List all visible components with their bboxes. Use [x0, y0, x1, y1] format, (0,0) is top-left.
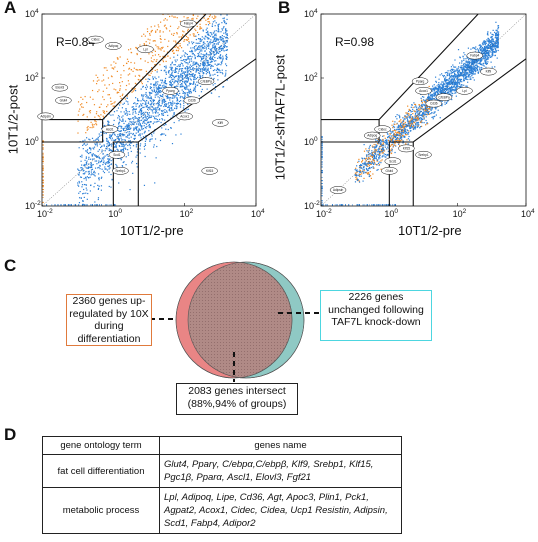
gene-label-ellipse: Klf9	[480, 67, 497, 76]
gene-ontology-table: gene ontology term genes name fat cell d…	[42, 436, 402, 534]
gene-label-ellipse: Scd1	[384, 157, 401, 166]
gene-label-ellipse: Glut4	[55, 96, 72, 105]
gene-label-ellipse: Cidec	[374, 125, 391, 134]
table-row: metabolic process Lpl, Adipoq, Lipe, Cd3…	[42, 487, 402, 534]
svg-text:Acox1: Acox1	[180, 115, 189, 119]
header-term: gene ontology term	[42, 436, 160, 455]
gene-label-ellipse: Adipsin	[37, 112, 54, 121]
gene-label-ellipse: Fabp4	[179, 19, 197, 28]
gene-label-ellipse: C/EBPa	[197, 77, 215, 86]
x-tick-label: 10-2	[316, 208, 332, 219]
svg-text:Adipoq: Adipoq	[108, 44, 118, 48]
intersect-box: 2083 genes intersect (88%,94% of groups)	[176, 383, 298, 415]
x-tick-label: 104	[521, 208, 535, 219]
y-tick-label: 102	[25, 72, 39, 83]
term-cell: metabolic process	[42, 487, 160, 534]
gene-label-ellipse: Scd1	[108, 150, 126, 159]
svg-text:Fabp4: Fabp4	[184, 22, 193, 26]
svg-text:Glut4: Glut4	[60, 99, 68, 103]
panel-b-ylabel: 10T1/2-shTAF7L-post	[272, 54, 288, 181]
gene-label-ellipse: Acox1	[176, 112, 193, 121]
gene-label-ellipse: Klf15	[398, 144, 415, 153]
panel-b-xlabel: 10T1/2-pre	[398, 223, 462, 238]
panel-b-label: B	[278, 0, 291, 17]
gene-label-ellipse: Klf15	[201, 166, 218, 175]
correlation-label: R=0.98	[335, 35, 374, 49]
genes-cell: Lpl, Adipoq, Lipe, Cd36, Agt, Apoc3, Pli…	[159, 487, 402, 534]
panel-c-label: C	[4, 256, 17, 275]
y-tick-label: 104	[25, 8, 39, 19]
svg-text:Srebp1: Srebp1	[115, 169, 126, 173]
x-tick-label: 102	[453, 208, 467, 219]
svg-text:Cidec: Cidec	[91, 38, 100, 42]
gene-label-ellipse: Ascl1	[101, 125, 119, 134]
svg-text:Lpl: Lpl	[143, 47, 148, 51]
gene-label-ellipse: Klf9	[212, 118, 229, 127]
gene-label-ellipse: Elovl3	[51, 83, 69, 92]
gene-label-ellipse: Adipoq	[105, 42, 122, 50]
x-tick-label: 10-2	[37, 208, 53, 219]
gene-label-ellipse: Fabp4	[466, 51, 483, 60]
gene-label-ellipse: Pparg	[411, 77, 429, 86]
correlation-label: R=0.84	[56, 35, 95, 49]
table-header-row: gene ontology term genes name	[42, 436, 402, 455]
svg-text:Pparg: Pparg	[166, 89, 175, 93]
svg-text:C/EBPa: C/EBPa	[200, 79, 212, 83]
gene-label-ellipse: Glut4	[381, 166, 398, 175]
panel-a-ylabel: 10T1/2-post	[5, 84, 21, 155]
gene-label-ellipse: Srebp1	[415, 150, 432, 159]
svg-text:Ascl1: Ascl1	[106, 127, 114, 131]
gene-label-ellipse: Cd36	[425, 99, 442, 108]
scatter-plot-a: 10-210-2 100 100 102 102 104 104 R=0.84 Fabp4 Cid…	[25, 8, 265, 219]
term-cell: fat cell differentiation	[42, 454, 160, 488]
gene-label-ellipse: Srebp1	[112, 166, 129, 175]
x-tick-label: 100	[384, 208, 398, 219]
x-tick-label: 104	[251, 208, 265, 219]
y-tick-label: 100	[25, 136, 39, 147]
gene-label-ellipse: Lpl	[137, 45, 154, 54]
gene-label-ellipse: Adipoq	[364, 131, 381, 140]
unchanged-box: 2226 genes unchanged following TAF7L kno…	[320, 290, 432, 341]
header-genes: genes name	[159, 436, 402, 455]
svg-text:Elovl3: Elovl3	[55, 86, 64, 90]
y-tick-label: 102	[304, 72, 318, 83]
venn-diagram	[150, 261, 320, 382]
y-tick-label: 10-2	[25, 200, 41, 211]
x-tick-label: 100	[108, 208, 122, 219]
gene-label-ellipse: Cd36	[183, 96, 201, 105]
gene-label-ellipse: C/EBPa	[435, 93, 453, 102]
scatter-plot-b: 10-210-2 100 100 102 102 104 104 R=0.98 Fabp4 Ppa…	[304, 8, 535, 219]
panel-a-xlabel: 10T1/2-pre	[120, 223, 184, 238]
svg-text:Scd1: Scd1	[113, 153, 120, 157]
upregulated-box: 2360 genes up-regulated by 10X during di…	[66, 294, 152, 346]
svg-text:Klf9: Klf9	[218, 121, 224, 125]
svg-text:Klf15: Klf15	[206, 169, 213, 173]
panel-d-label: D	[4, 425, 17, 444]
table-row: fat cell differentiation Glut4, Pparγ, C…	[42, 454, 402, 488]
gene-label-ellipse: Pparg	[162, 86, 179, 95]
genes-cell: Glut4, Pparγ, C/ebpα,C/ebpβ, Klf9, Srebp…	[159, 454, 402, 488]
gene-label-ellipse: Adipsin	[329, 186, 347, 194]
gene-label-ellipse: Cidec	[87, 35, 104, 44]
svg-text:Cd36: Cd36	[188, 99, 196, 103]
gene-label-ellipse: Lpl	[456, 86, 473, 95]
y-tick-label: 10-2	[304, 200, 320, 211]
panel-a-label: A	[4, 0, 17, 17]
svg-text:Adipsin: Adipsin	[40, 115, 51, 119]
x-tick-label: 102	[180, 208, 194, 219]
y-tick-label: 104	[304, 8, 318, 19]
gene-label-ellipse: Acox1	[415, 86, 432, 95]
y-tick-label: 100	[304, 136, 318, 147]
